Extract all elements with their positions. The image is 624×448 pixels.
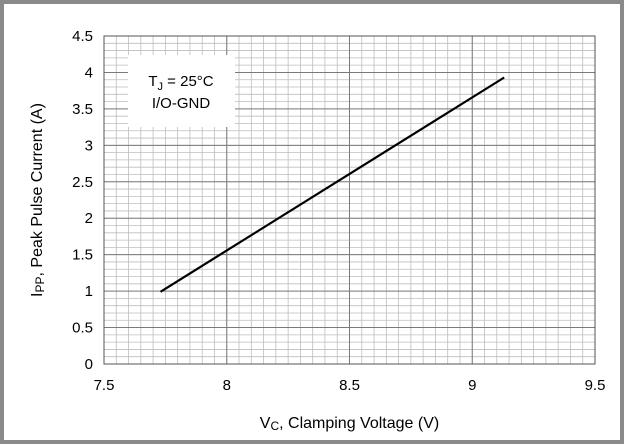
condition-annotation: TJ = 25°C I/O-GND (128, 55, 235, 127)
annotation-t-subscript: J (158, 81, 164, 93)
y-tick-label: 2.5 (72, 174, 93, 191)
annotation-box (128, 55, 235, 127)
annotation-temperature: TJ = 25°C (148, 73, 213, 93)
y-tick-label: 3.5 (72, 101, 93, 118)
x-tick-label: 9.5 (585, 377, 606, 394)
x-axis-title-text: , Clamping Voltage (V) (279, 415, 439, 432)
annotation-temperature-value: = 25°C (163, 73, 214, 90)
y-tick-label: 0.5 (72, 320, 93, 337)
y-axis-title-text: , Peak Pulse Current (A) (29, 103, 46, 276)
y-axis-title-symbol: I (29, 292, 46, 296)
x-tick-label: 7.5 (94, 377, 115, 394)
x-tick-labels: 7.5 8 8.5 9 9.5 (94, 377, 606, 394)
y-axis-title: IPP, Peak Pulse Current (A) (29, 103, 47, 297)
x-axis-title-subscript: C (270, 419, 279, 433)
y-tick-label: 0 (85, 356, 93, 373)
y-tick-label: 2 (85, 210, 93, 227)
x-tick-label: 8 (223, 377, 231, 394)
annotation-io-gnd: I/O-GND (152, 95, 210, 112)
x-axis-title-symbol: V (260, 415, 271, 432)
y-tick-labels: 0 0.5 1 1.5 2 2.5 3 3.5 4 4.5 (72, 28, 93, 373)
plot-area-border (103, 35, 596, 365)
y-tick-label: 1 (85, 283, 93, 300)
x-tick-label: 8.5 (339, 377, 360, 394)
series-layer (159, 76, 505, 293)
y-tick-label: 1.5 (72, 247, 93, 264)
y-axis-title-subscript: PP (33, 276, 47, 292)
series-line (159, 76, 505, 293)
y-tick-label: 3 (85, 137, 93, 154)
x-tick-label: 9 (468, 377, 476, 394)
x-axis-title: VC, Clamping Voltage (V) (260, 415, 439, 433)
y-tick-label: 4.5 (72, 28, 93, 45)
annotation-t-symbol: T (148, 73, 157, 90)
chart-svg: TJ = 25°C I/O-GND 7.5 8 8.5 9 9.5 0 0.5 1 1.5 2 2… (29, 28, 606, 433)
y-tick-label: 4 (85, 64, 93, 81)
